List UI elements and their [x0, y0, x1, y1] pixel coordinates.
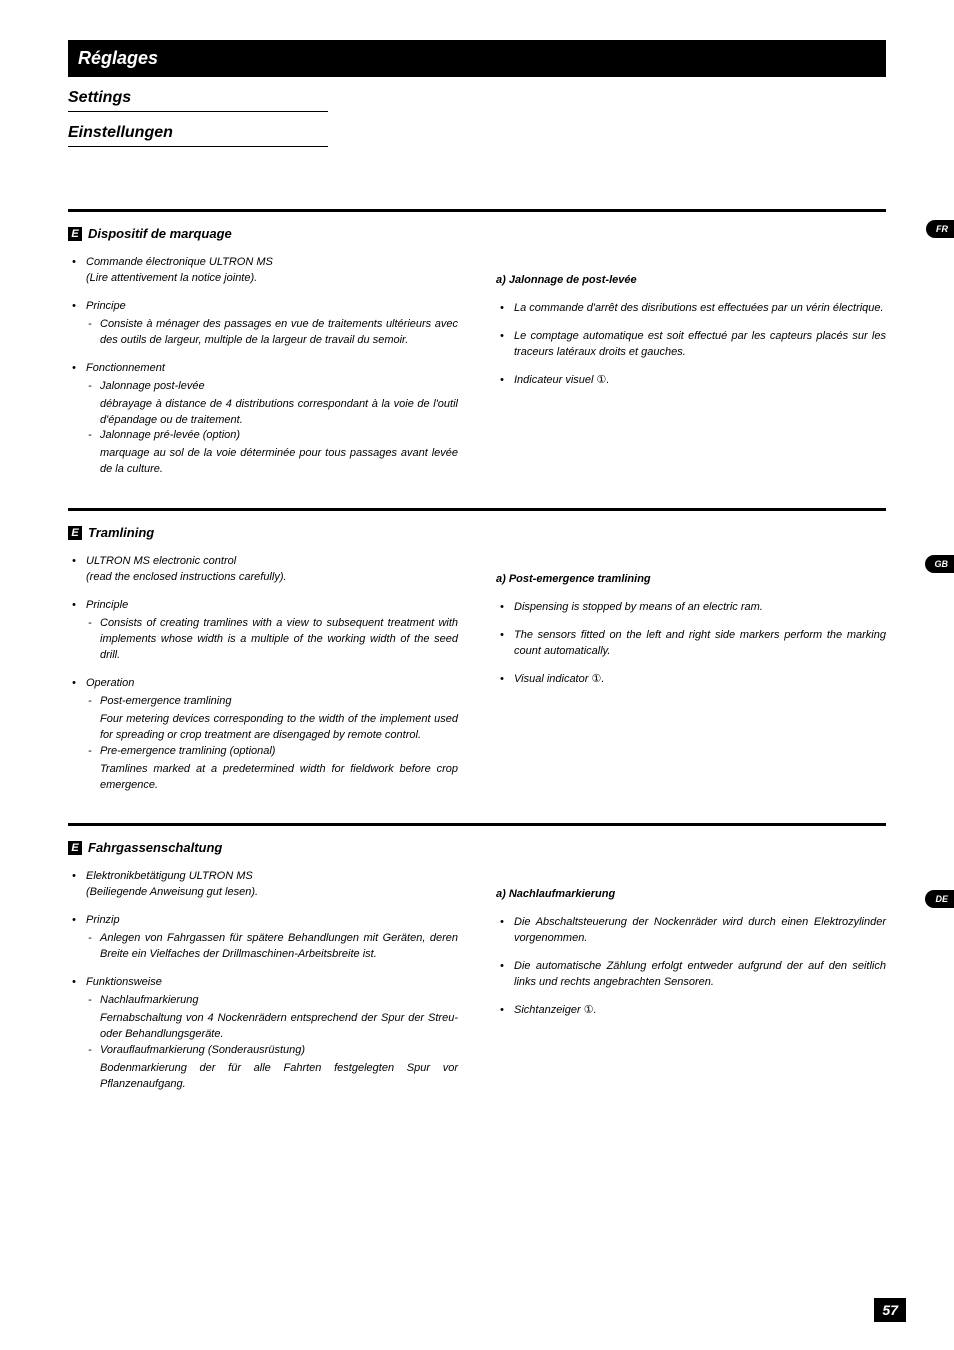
bullet: Dispensing is stopped by means of an ele…	[496, 600, 886, 616]
bullet: Die automatische Zählung erfolgt entwede…	[496, 959, 886, 991]
section-title-text: Dispositif de marquage	[88, 226, 232, 241]
section-title-text: Fahrgassenschaltung	[88, 840, 222, 855]
col-right-de: a) Nachlaufmarkierung Die Abschaltsteuer…	[496, 869, 886, 1092]
col-left-gb: ULTRON MS electronic control (read the en…	[68, 554, 458, 793]
section-title-text: Tramlining	[88, 525, 154, 540]
text: Visual indicator	[514, 673, 591, 685]
bullet: Funktionsweise	[68, 975, 458, 991]
circled-number-icon: ①	[597, 374, 607, 386]
section-title-fr: E Dispositif de marquage	[68, 226, 886, 241]
sub-text: Fernabschaltung von 4 Nockenrädern entsp…	[68, 1011, 458, 1043]
col-right-gb: a) Post-emergence tramlining Dispensing …	[496, 554, 886, 793]
text: Sichtanzeiger	[514, 1004, 584, 1016]
dash-item: Vorauflaufmarkierung (Sonderausrüstung)	[68, 1043, 458, 1059]
text: .	[606, 374, 609, 386]
lang-tab-fr: FR	[926, 220, 954, 238]
bullet: Visual indicator ①.	[496, 672, 886, 688]
section-letter: E	[68, 841, 82, 855]
sub-heading: a) Post-emergence tramlining	[496, 572, 886, 588]
text: (read the enclosed instructions carefull…	[86, 571, 287, 583]
sub-text: Four metering devices corresponding to t…	[68, 712, 458, 744]
bullet: The sensors fitted on the left and right…	[496, 628, 886, 660]
sub-text: Bodenmarkierung der für alle Fahrten fes…	[68, 1061, 458, 1093]
section-gb: E Tramlining ULTRON MS electronic control…	[68, 508, 886, 793]
dash-item: Consists of creating tramlines with a vi…	[68, 616, 458, 664]
sub-text: marquage au sol de la voie déterminée po…	[68, 446, 458, 478]
col-left-fr: Commande électronique ULTRON MS (Lire att…	[68, 255, 458, 478]
text: Indicateur visuel	[514, 374, 597, 386]
dash-item: Pre-emergence tramlining (optional)	[68, 744, 458, 760]
section-letter: E	[68, 526, 82, 540]
section-title-de: E Fahrgassenschaltung	[68, 840, 886, 855]
sub-text: Tramlines marked at a predetermined widt…	[68, 762, 458, 794]
sub-heading: a) Nachlaufmarkierung	[496, 887, 886, 903]
bullet: Die Abschaltsteuerung der Nockenräder wi…	[496, 915, 886, 947]
lang-tab-de: DE	[925, 890, 954, 908]
col-left-de: Elektronikbetätigung ULTRON MS (Beiliegen…	[68, 869, 458, 1092]
page-number: 57	[874, 1298, 906, 1322]
bullet: Operation	[68, 676, 458, 692]
bullet: Principle	[68, 598, 458, 614]
section-letter: E	[68, 227, 82, 241]
bullet: Le comptage automatique est soit effectu…	[496, 329, 886, 361]
text: .	[601, 673, 604, 685]
text: (Beiliegende Anweisung gut lesen).	[86, 886, 258, 898]
text: .	[594, 1004, 597, 1016]
dash-item: Post-emergence tramlining	[68, 694, 458, 710]
dash-item: Jalonnage pré-levée (option)	[68, 428, 458, 444]
bullet: Sichtanzeiger ①.	[496, 1003, 886, 1019]
heading-settings: Settings	[68, 89, 328, 112]
text: Commande électronique ULTRON MS	[86, 256, 273, 268]
text: Elektronikbetätigung ULTRON MS	[86, 870, 253, 882]
text: (Lire attentivement la notice jointe).	[86, 272, 257, 284]
text: ULTRON MS electronic control	[86, 555, 236, 567]
bullet: Elektronikbetätigung ULTRON MS (Beiliegen…	[68, 869, 458, 901]
section-de: E Fahrgassenschaltung Elektronikbetätigun…	[68, 823, 886, 1092]
bullet: ULTRON MS electronic control (read the en…	[68, 554, 458, 586]
page-banner: Réglages	[68, 40, 886, 77]
dash-item: Nachlaufmarkierung	[68, 993, 458, 1009]
dash-item: Jalonnage post-levée	[68, 379, 458, 395]
col-right-fr: a) Jalonnage de post-levée La commande d…	[496, 255, 886, 478]
circled-number-icon: ①	[591, 673, 601, 685]
bullet: Commande électronique ULTRON MS (Lire att…	[68, 255, 458, 287]
sub-text: débrayage à distance de 4 distributions …	[68, 397, 458, 429]
lang-tab-gb: GB	[925, 555, 954, 573]
dash-item: Consiste à ménager des passages en vue d…	[68, 317, 458, 349]
bullet: Principe	[68, 299, 458, 315]
circled-number-icon: ①	[584, 1004, 594, 1016]
bullet: Prinzip	[68, 913, 458, 929]
bullet: La commande d'arrêt des disributions est…	[496, 301, 886, 317]
bullet: Fonctionnement	[68, 361, 458, 377]
dash-item: Anlegen von Fahrgassen für spätere Behan…	[68, 931, 458, 963]
sub-heading: a) Jalonnage de post-levée	[496, 273, 886, 289]
bullet: Indicateur visuel ①.	[496, 373, 886, 389]
heading-einstellungen: Einstellungen	[68, 124, 328, 147]
section-fr: E Dispositif de marquage Commande électro…	[68, 209, 886, 478]
section-title-gb: E Tramlining	[68, 525, 886, 540]
